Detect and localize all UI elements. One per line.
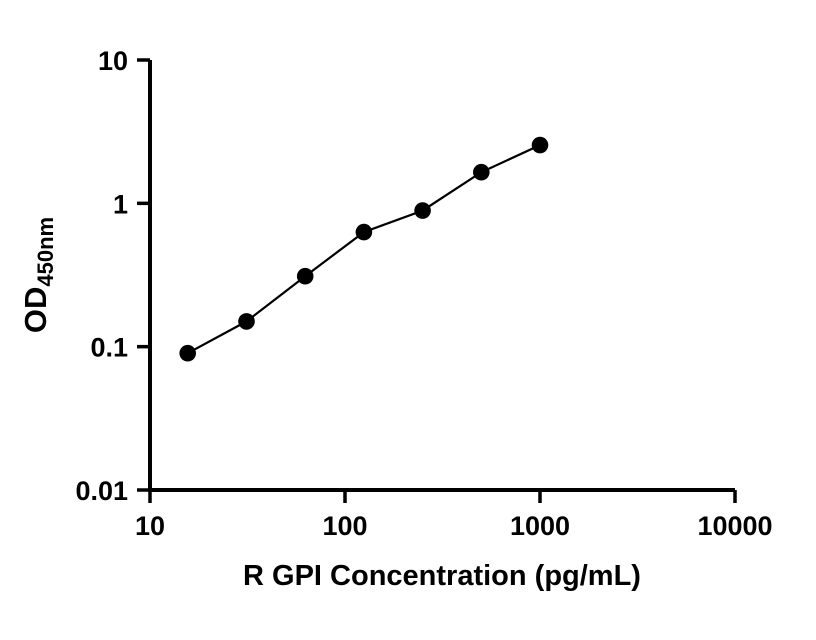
x-tick-label: 1000 [510,511,570,541]
x-tick-label: 10 [135,511,165,541]
data-point [296,267,314,285]
y-tick-label: 10 [98,46,128,76]
y-tick-label: 0.01 [75,476,128,506]
data-point [473,163,490,181]
y-tick-label: 0.1 [90,333,128,363]
y-axis-label-subscript: 450nm [33,217,58,287]
x-tick-label: 100 [322,511,367,541]
x-axis-label: R GPI Concentration (pg/mL) [243,560,641,592]
y-tick-label: 1 [113,189,128,219]
data-point [414,202,431,219]
y-axis-label: OD450nm [18,217,58,333]
data-point [179,344,196,362]
plot-area: 10 100 1000 10000 0.01 0.1 1 10 [75,46,772,541]
data-point [355,223,373,241]
y-axis-label-main: OD [18,287,53,334]
data-point [238,313,255,330]
data-point [531,136,549,154]
x-tick-label: 10000 [697,511,772,541]
